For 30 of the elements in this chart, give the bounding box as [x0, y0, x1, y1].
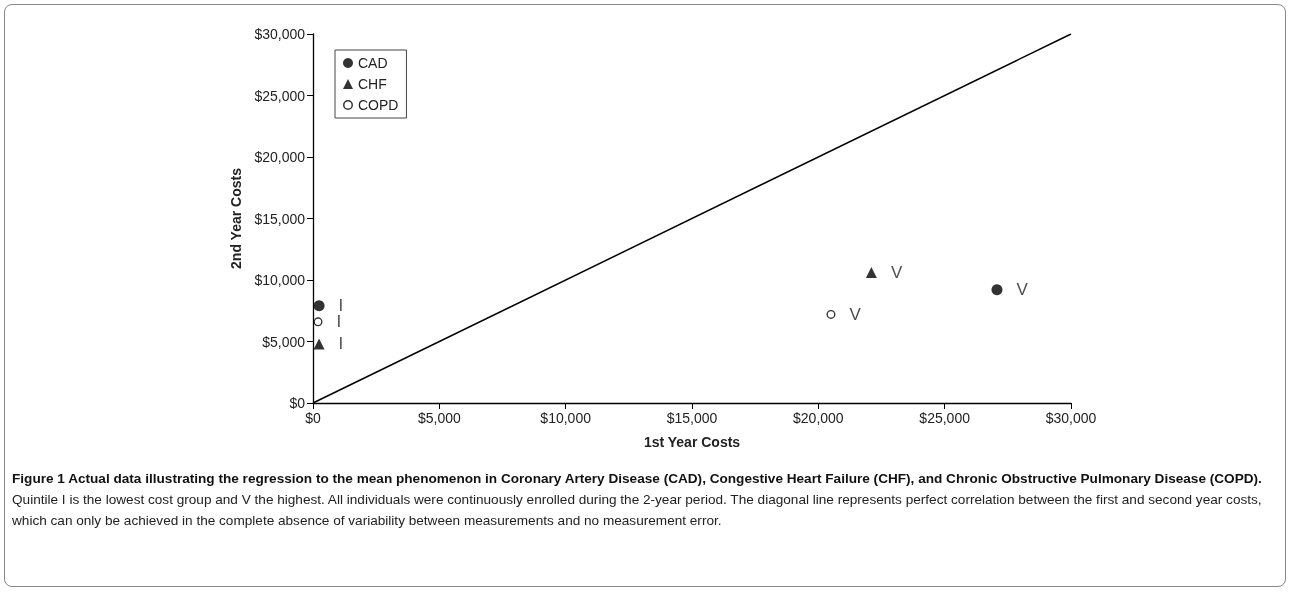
- point: [826, 309, 836, 319]
- y-tick-label: $0: [289, 395, 306, 411]
- y-tick-label: $10,000: [254, 272, 306, 288]
- text: Figure 1 Actual data illustrating the regression to the mean phenomenon in Coronary Artery Disease (CAD), Congestive Heart Failure (CHF), and Chronic Obstructive Pulmonary Disease (COPD).: [12, 471, 1262, 486]
- data-label: I: [338, 334, 344, 354]
- data-label: V: [849, 304, 862, 324]
- x-tick-label: $15,000: [666, 410, 718, 426]
- x-tick-label: $0: [305, 410, 321, 426]
- y-tick-label: $20,000: [254, 149, 306, 165]
- x-tick-label: $30,000: [1045, 410, 1097, 426]
- data-label: V: [890, 263, 903, 283]
- legend-label: COPD: [358, 97, 399, 113]
- text: Quintile I is the lowest cost group and V the highest. All individuals were continuously enrolled during the 2-year period. The diagonal line represents perfect correlation between the first and second year costs, which can only be achieved in the complete absence of variability between measurements and no measurement error.: [12, 492, 1262, 528]
- x-tick-label: $10,000: [540, 410, 592, 426]
- y-tick-label: $5,000: [262, 333, 306, 350]
- y-tick-label: $30,000: [254, 26, 306, 42]
- legend-label: CAD: [358, 55, 388, 71]
- legend-label: CHF: [358, 76, 387, 92]
- x-tick-label: $20,000: [793, 410, 844, 426]
- x-tick-label: $5,000: [417, 410, 461, 426]
- point: [865, 267, 877, 279]
- data-label: V: [1016, 280, 1029, 300]
- point: [313, 338, 325, 350]
- x-axis-title: 1st Year Costs: [643, 434, 741, 450]
- y-tick-label: $25,000: [254, 87, 306, 104]
- x-tick-label: $25,000: [919, 410, 971, 426]
- point: [991, 284, 1003, 296]
- y-tick-label: $15,000: [254, 210, 306, 227]
- point: [313, 300, 325, 312]
- y-axis-title: 2nd Year Costs: [228, 167, 245, 269]
